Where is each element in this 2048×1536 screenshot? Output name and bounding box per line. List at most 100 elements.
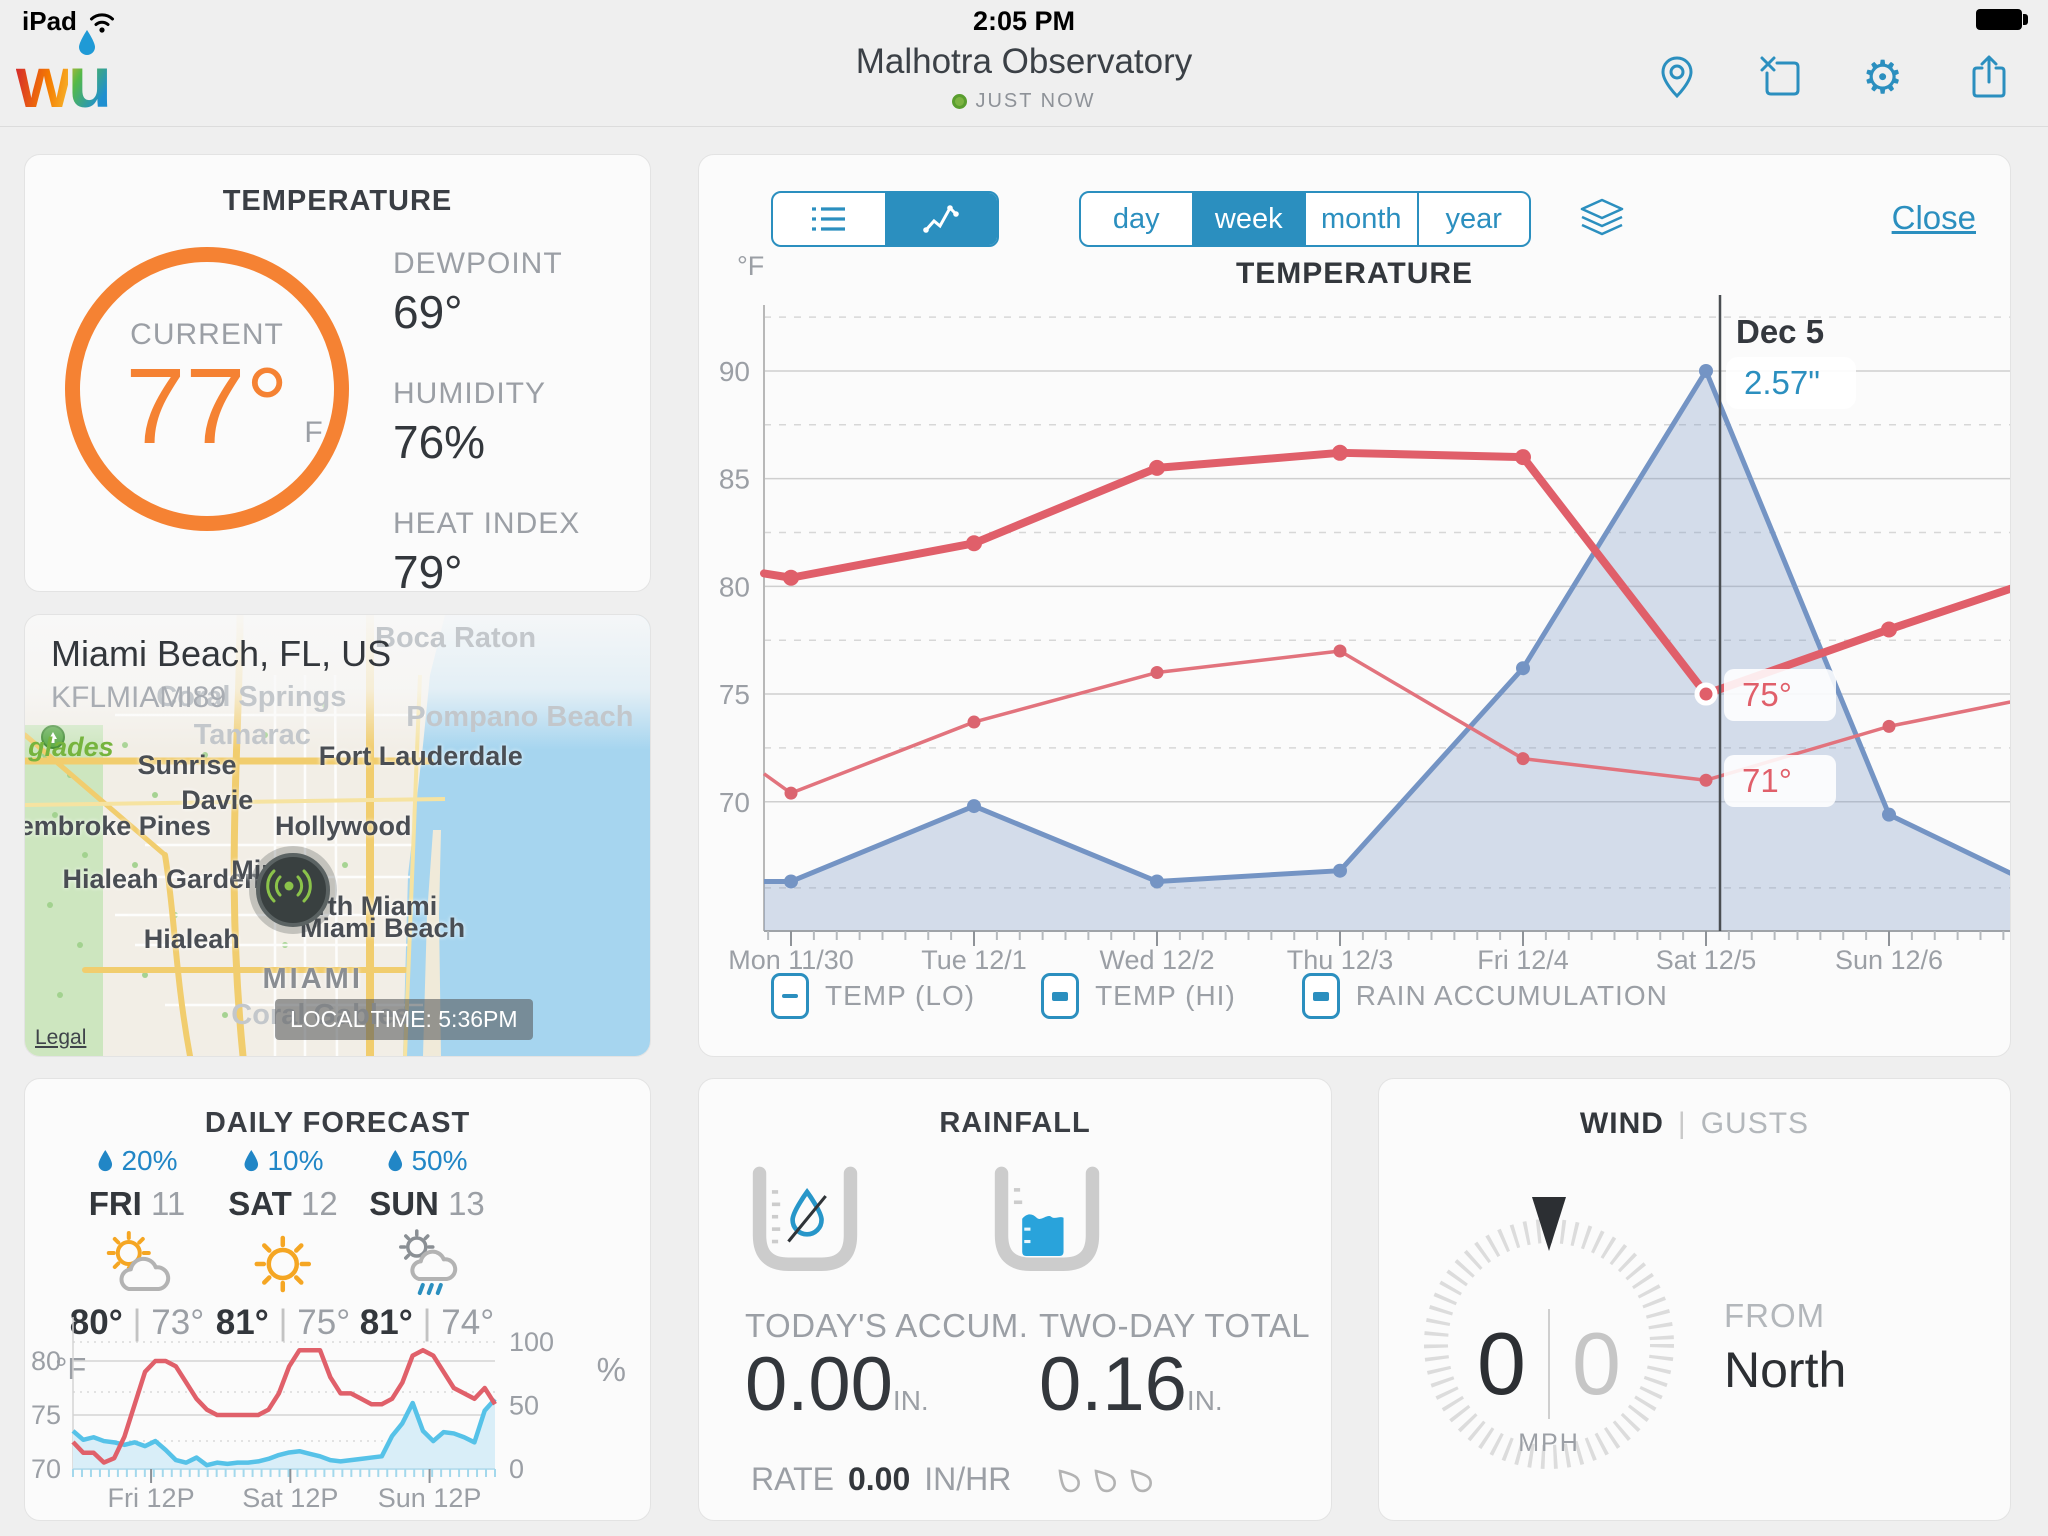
map-label: Coral Springs bbox=[156, 681, 347, 714]
svg-text:0: 0 bbox=[509, 1454, 524, 1484]
legend-temp-hi[interactable]: TEMP (HI) bbox=[1041, 973, 1236, 1019]
svg-text:Tue 12/1: Tue 12/1 bbox=[921, 945, 1027, 975]
map-label: Hialeah Gardens bbox=[62, 864, 276, 895]
map-label: Fort Lauderdale bbox=[318, 740, 523, 771]
daily-forecast-card: DAILY FORECAST 20% FRI 11 80° | 73° 10% … bbox=[24, 1078, 651, 1521]
temperature-card: TEMPERATURE CURRENT 77° F DEWPOINT 69° H… bbox=[24, 154, 651, 598]
droplet-icon bbox=[79, 30, 95, 55]
tab-week[interactable]: week bbox=[1191, 193, 1304, 245]
today-accum-value: 0.00IN. bbox=[745, 1342, 929, 1427]
map-label: Miami Beach bbox=[300, 912, 466, 943]
twoday-total-value: 0.16IN. bbox=[1039, 1342, 1223, 1427]
line-chart-icon bbox=[923, 205, 959, 233]
sun-cloud-icon bbox=[70, 1227, 204, 1301]
range-tabs: day week month year bbox=[1079, 191, 1531, 247]
rain-gauge-filled-icon bbox=[985, 1165, 1109, 1290]
close-button[interactable]: Close bbox=[1891, 199, 1976, 236]
map-label: glades bbox=[28, 731, 114, 762]
temperature-history-chart[interactable]: 90 85 80 75 70 Mon 11/30 Tue 12/1 Wed 12/2 Thu 1… bbox=[699, 155, 2010, 1056]
update-status: JUST NOW bbox=[0, 90, 2048, 113]
forecast-unit-left: °F bbox=[55, 1351, 87, 1386]
page-title: Malhotra Observatory bbox=[855, 42, 1193, 81]
legend-temp-lo[interactable]: TEMP (LO) bbox=[771, 973, 975, 1019]
wind-direction: North bbox=[1724, 1342, 1847, 1398]
card-title: TEMPERATURE bbox=[222, 185, 453, 217]
svg-text:70: 70 bbox=[719, 787, 750, 818]
forecast-unit-right: % bbox=[596, 1351, 626, 1388]
tab-month[interactable]: month bbox=[1304, 193, 1417, 245]
gusts-tab[interactable]: GUSTS bbox=[1700, 1107, 1810, 1140]
battery-icon bbox=[1976, 9, 2028, 30]
forecast-day-sat[interactable]: 10% SAT 12 81° | 75° bbox=[215, 1145, 351, 1342]
svg-text:71°: 71° bbox=[1742, 762, 1792, 799]
list-view-button[interactable] bbox=[773, 193, 885, 245]
svg-text:2.57": 2.57" bbox=[1744, 364, 1820, 401]
map-label: Hollywood bbox=[275, 811, 412, 842]
value-divider bbox=[1548, 1309, 1550, 1419]
svg-text:Fri 12/4: Fri 12/4 bbox=[1477, 945, 1569, 975]
droplet-icon bbox=[388, 1150, 402, 1172]
svg-text:75: 75 bbox=[31, 1400, 61, 1430]
svg-text:75: 75 bbox=[719, 679, 750, 710]
toggle-icon bbox=[1301, 973, 1340, 1019]
rate-value: 0.00 bbox=[847, 1461, 911, 1497]
svg-text:Wed 12/2: Wed 12/2 bbox=[1099, 945, 1214, 975]
chart-legend: TEMP (LO) TEMP (HI) RAIN ACCUMULATION bbox=[771, 973, 1668, 1019]
svg-text:Dec 5: Dec 5 bbox=[1736, 313, 1824, 350]
wind-card: WIND | GUSTS 0 0 MPH FROM North bbox=[1378, 1078, 2011, 1521]
chart-view-button[interactable] bbox=[885, 193, 997, 245]
twoday-total-label: TWO-DAY TOTAL bbox=[1039, 1307, 1311, 1344]
layers-icon[interactable] bbox=[1579, 197, 1625, 241]
toggle-icon bbox=[1041, 973, 1080, 1019]
current-temp-dial: CURRENT 77° F bbox=[65, 247, 349, 531]
forecast-day-fri[interactable]: 20% FRI 11 80° | 73° bbox=[69, 1145, 205, 1342]
map-label: Sunrise bbox=[137, 749, 237, 780]
droplet-icon bbox=[244, 1150, 258, 1172]
tab-day[interactable]: day bbox=[1112, 202, 1160, 235]
rainfall-card: RAINFALL TODAY'S ACCUM. 0.00IN. TWO-DAY … bbox=[698, 1078, 1332, 1521]
y-axis-unit: °F bbox=[737, 251, 765, 281]
card-title: RAINFALL bbox=[939, 1107, 1091, 1139]
status-bar: iPad 2:05 PM bbox=[0, 0, 2048, 40]
forecast-mini-chart: 80 75 70 100 50 0 Fri 12P Sat 12P Sun 12P bbox=[31, 1317, 554, 1513]
map-title-backdrop bbox=[25, 615, 650, 750]
map-label: Boca Raton bbox=[375, 621, 537, 654]
card-title: DAILY FORECAST bbox=[204, 1107, 471, 1139]
svg-text:Sat 12/5: Sat 12/5 bbox=[1656, 945, 1757, 975]
wind-speed-value: 0 bbox=[1477, 1314, 1526, 1413]
toggle-icon bbox=[771, 973, 809, 1019]
share-icon[interactable] bbox=[1966, 54, 2012, 100]
svg-text:80: 80 bbox=[719, 571, 750, 602]
local-time-badge: LOCAL TIME: 5:36PM bbox=[275, 999, 533, 1040]
svg-text:75°: 75° bbox=[1742, 676, 1792, 713]
gust-speed-value: 0 bbox=[1572, 1314, 1621, 1413]
settings-gear-icon[interactable]: ⚙ bbox=[1862, 51, 1904, 103]
map-label: Hialeah bbox=[143, 923, 240, 954]
svg-text:Sat 12P: Sat 12P bbox=[242, 1483, 338, 1513]
wind-tab[interactable]: WIND bbox=[1579, 1107, 1664, 1140]
remove-station-icon[interactable] bbox=[1758, 54, 1804, 100]
list-icon bbox=[812, 207, 845, 231]
rate-droplet-icons bbox=[1055, 1466, 1153, 1494]
forecast-day-sun[interactable]: 50% SUN 13 81° | 74° bbox=[359, 1145, 495, 1342]
svg-text:90: 90 bbox=[719, 356, 750, 387]
svg-text:80: 80 bbox=[31, 1346, 61, 1376]
current-temp-value: 77° bbox=[125, 345, 289, 466]
wu-logo[interactable]: wu bbox=[16, 30, 116, 123]
map-label: embroke Pines bbox=[24, 811, 211, 842]
droplet-icon bbox=[98, 1150, 112, 1172]
map-label: MIAMI bbox=[262, 963, 363, 996]
view-toggle bbox=[771, 191, 999, 247]
svg-text:50: 50 bbox=[509, 1391, 539, 1421]
sun-icon bbox=[216, 1227, 350, 1301]
svg-text:Thu 12/3: Thu 12/3 bbox=[1287, 945, 1394, 975]
svg-text:Sun 12P: Sun 12P bbox=[378, 1483, 482, 1513]
location-pin-icon[interactable] bbox=[1654, 54, 1700, 100]
svg-text:70: 70 bbox=[31, 1454, 61, 1484]
legend-rain-accumulation[interactable]: RAIN ACCUMULATION bbox=[1301, 973, 1668, 1019]
tab-year[interactable]: year bbox=[1416, 193, 1530, 245]
station-marker[interactable] bbox=[256, 853, 331, 928]
station-map[interactable]: Boca Raton Coral Springs Tamarac Pompano Be… bbox=[24, 614, 651, 1057]
legal-link[interactable]: Legal bbox=[35, 1026, 87, 1049]
device-label: iPad bbox=[22, 6, 77, 36]
